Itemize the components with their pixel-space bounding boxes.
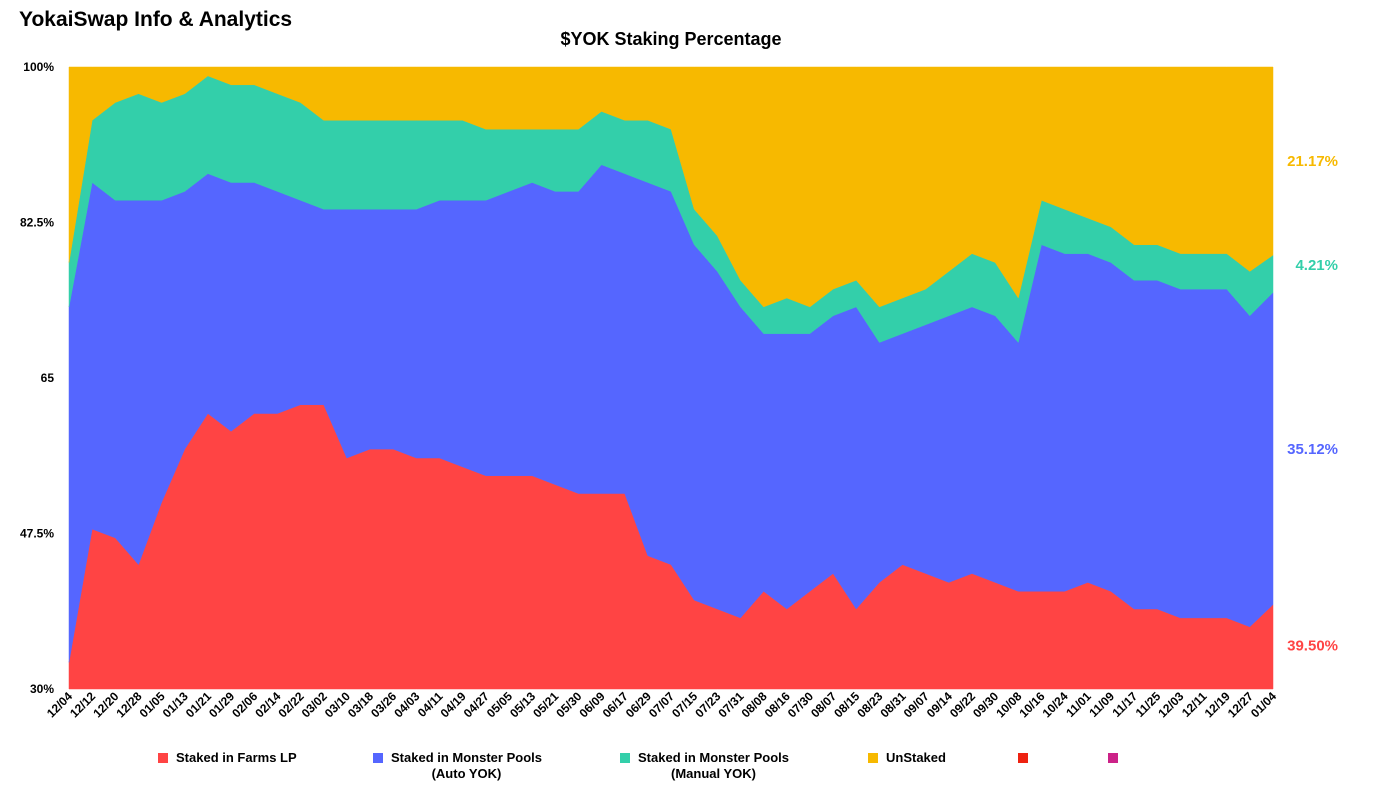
- chart-legend: Staked in Farms LP Staked in Monster Poo…: [0, 750, 1382, 800]
- x-tick-label: 03/26: [368, 689, 399, 720]
- x-tick-label: 10/16: [1016, 689, 1047, 720]
- x-tick-label: 11/01: [1063, 689, 1094, 720]
- x-tick-label: 01/05: [137, 689, 168, 720]
- legend-swatch-icon: [868, 753, 878, 763]
- series-end-label: 39.50%: [1287, 637, 1338, 654]
- x-tick-label: 12/19: [1202, 689, 1233, 720]
- x-tick-label: 03/18: [345, 689, 376, 720]
- legend-item-series-5: [1018, 750, 1036, 763]
- series-end-label: 35.12%: [1287, 441, 1338, 458]
- legend-item-series-6: [1108, 750, 1126, 763]
- x-tick-label: 05/30: [553, 689, 584, 720]
- x-tick-label: 07/07: [646, 689, 677, 720]
- staking-percentage-chart: 30%47.5%6582.5%100%12/0412/1212/2012/280…: [20, 60, 1338, 720]
- y-tick-label: 47.5%: [20, 527, 54, 541]
- x-tick-label: 08/16: [762, 689, 793, 720]
- legend-sublabel: (Manual YOK): [670, 766, 756, 781]
- chart-title: $YOK Staking Percentage: [560, 29, 782, 49]
- x-tick-label: 07/30: [785, 689, 816, 720]
- x-tick-label: 01/21: [183, 689, 214, 720]
- x-tick-label: 07/31: [715, 689, 746, 720]
- legend-item-unstaked: UnStaked: [868, 750, 946, 766]
- legend-label: UnStaked: [886, 750, 946, 765]
- x-tick-label: 08/31: [878, 689, 909, 720]
- legend-swatch-icon: [373, 753, 383, 763]
- x-tick-label: 11/17: [1110, 689, 1141, 720]
- legend-item-manual-yok: Staked in Monster Pools (Manual YOK): [620, 750, 789, 782]
- x-tick-label: 09/14: [924, 689, 955, 720]
- app-title: YokaiSwap Info & Analytics: [19, 8, 293, 31]
- x-tick-label: 11/09: [1086, 689, 1117, 720]
- x-tick-label: 12/28: [113, 689, 144, 720]
- x-tick-label: 12/20: [90, 689, 121, 720]
- series-end-label: 21.17%: [1287, 153, 1338, 170]
- legend-swatch-icon: [1108, 753, 1118, 763]
- x-tick-label: 07/15: [669, 689, 700, 720]
- x-tick-label: 10/24: [1040, 689, 1071, 720]
- x-tick-label: 08/07: [808, 689, 839, 720]
- x-tick-label: 01/04: [1248, 689, 1279, 720]
- x-tick-label: 04/19: [438, 689, 469, 720]
- x-tick-label: 06/17: [600, 689, 631, 720]
- x-tick-label: 12/27: [1225, 689, 1256, 720]
- legend-sublabel: (Auto YOK): [431, 766, 502, 781]
- x-tick-label: 01/13: [160, 689, 191, 720]
- x-tick-label: 04/03: [391, 689, 422, 720]
- x-tick-label: 04/27: [461, 689, 492, 720]
- x-tick-label: 09/30: [970, 689, 1001, 720]
- x-tick-label: 10/08: [993, 689, 1024, 720]
- x-tick-label: 12/03: [1155, 689, 1186, 720]
- x-tick-label: 02/14: [252, 689, 283, 720]
- x-tick-label: 06/09: [577, 689, 608, 720]
- legend-label: Staked in Monster Pools: [638, 750, 789, 765]
- legend-label: Staked in Monster Pools: [391, 750, 542, 765]
- x-tick-label: 05/13: [507, 689, 538, 720]
- legend-swatch-icon: [1018, 753, 1028, 763]
- x-tick-label: 08/08: [739, 689, 770, 720]
- legend-swatch-icon: [158, 753, 168, 763]
- legend-label: Staked in Farms LP: [176, 750, 297, 765]
- x-tick-label: 07/23: [692, 689, 723, 720]
- x-tick-label: 05/05: [484, 689, 515, 720]
- legend-swatch-icon: [620, 753, 630, 763]
- legend-item-farms-lp: Staked in Farms LP: [158, 750, 297, 766]
- y-tick-label: 100%: [23, 60, 54, 74]
- x-tick-label: 05/21: [530, 689, 561, 720]
- x-tick-label: 09/22: [947, 689, 978, 720]
- x-tick-label: 08/15: [831, 689, 862, 720]
- y-tick-label: 82.5%: [20, 216, 54, 230]
- x-tick-label: 02/22: [276, 689, 307, 720]
- x-tick-label: 03/10: [322, 689, 353, 720]
- x-tick-label: 08/23: [854, 689, 885, 720]
- x-tick-label: 02/06: [229, 689, 260, 720]
- area-series-unstaked: [68, 66, 1274, 308]
- series-end-label: 4.21%: [1295, 257, 1338, 274]
- legend-item-auto-yok: Staked in Monster Pools (Auto YOK): [373, 750, 542, 782]
- x-tick-label: 12/12: [67, 689, 98, 720]
- x-tick-label: 06/29: [623, 689, 654, 720]
- x-tick-label: 01/29: [206, 689, 237, 720]
- y-tick-label: 30%: [30, 682, 54, 696]
- x-tick-label: 09/07: [901, 689, 932, 720]
- y-tick-label: 65: [41, 371, 55, 385]
- x-tick-label: 03/02: [299, 689, 330, 720]
